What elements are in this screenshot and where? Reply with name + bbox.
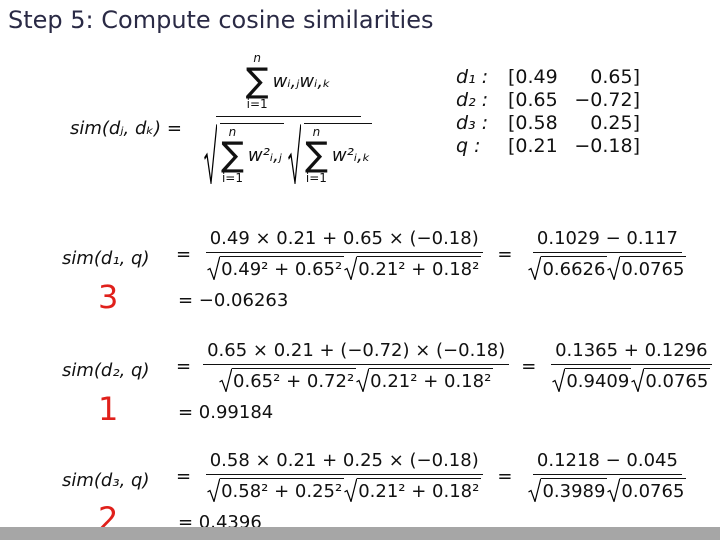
sum-lower: i=1 [246,97,268,111]
sum-upper: n [228,125,237,139]
equals: = [497,465,513,487]
radicand: 0.0765 [644,368,711,392]
sum: n ∑ i=1 [246,52,269,110]
numerator-term: wᵢ,ⱼwᵢ,ₖ [272,70,331,92]
vector-value: [0.49 [508,66,558,88]
radicand: 0.0765 [620,256,687,280]
vector-value: [0.21 [508,135,558,157]
vector-value: [0.65 [508,89,558,111]
vector-label: q : [456,135,481,157]
radical: 0.21² + 0.18² [356,368,494,392]
general-numerator: n ∑ i=1 wᵢ,ⱼwᵢ,ₖ [215,52,361,117]
similarity-lhs: sim(d₃, q) [62,470,150,491]
general-fraction: n ∑ i=1 wᵢ,ⱼwᵢ,ₖ n ∑ i=1 w²ᵢ,ⱼ n ∑ i=1 w²ᵢ,ₖ [200,52,376,184]
radicand: 0.21² + 0.18² [357,478,482,502]
vector-value: [0.58 [508,112,558,134]
denominator: 0.49² + 0.65² 0.21² + 0.18² [203,253,485,280]
result: = −0.06263 [178,290,289,311]
calculation: = 0.58 × 0.21 + 0.25 × (−0.18) 0.58² + 0.2… [176,450,690,502]
fraction: 0.49 × 0.21 + 0.65 × (−0.18) 0.49² + 0.65… [203,228,485,280]
fraction: 0.1218 − 0.045 0.3989 0.0765 [524,450,690,502]
result: = 0.99184 [178,402,274,423]
vector-table: d₁ : [0.49 0.65] d₂ : [0.65 −0.72] d₃ : [0.58 0.… [456,66,640,157]
radicand: 0.21² + 0.18² [357,256,482,280]
sum-lower: i=1 [221,171,243,185]
denominator: 0.65² + 0.72² 0.21² + 0.18² [215,365,497,392]
radical: 0.0765 [607,478,687,502]
calculation: = 0.65 × 0.21 + (−0.72) × (−0.18) 0.65² + … [176,340,714,392]
radicand: 0.65² + 0.72² [232,368,357,392]
radical: 0.0765 [631,368,711,392]
rank: 3 [98,278,119,316]
radical: 0.49² + 0.65² [207,256,345,280]
numerator: 0.1365 + 0.1296 [551,340,712,365]
calculation: = 0.49 × 0.21 + 0.65 × (−0.18) 0.49² + 0.6… [176,228,690,280]
equals: = [176,355,192,377]
similarity-lhs: sim(d₁, q) [62,248,150,269]
sum-lower: i=1 [305,171,327,185]
fraction: 0.1029 − 0.117 0.6626 0.0765 [524,228,690,280]
radicand: 0.49² + 0.65² [220,256,345,280]
equals: = [176,465,192,487]
radical: 0.21² + 0.18² [344,256,482,280]
radicand: 0.3989 [541,478,608,502]
fraction: 0.1365 + 0.1296 0.9409 0.0765 [548,340,714,392]
numerator: 0.65 × 0.21 + (−0.72) × (−0.18) [203,340,510,365]
numerator: 0.1029 − 0.117 [532,228,682,253]
equals: = [521,355,537,377]
numerator: 0.58 × 0.21 + 0.25 × (−0.18) [205,450,483,475]
equals: = [166,118,182,139]
radical: 0.6626 [528,256,608,280]
radical: n ∑ i=1 w²ᵢ,ⱼ [204,123,284,184]
numerator: 0.49 × 0.21 + 0.65 × (−0.18) [205,228,483,253]
vector-value: −0.72] [574,89,640,111]
radicand: 0.0765 [620,478,687,502]
sum-upper: n [312,125,321,139]
vector-label: d₁ : [456,66,489,88]
radical: 0.3989 [528,478,608,502]
similarity-lhs: sim(d₂, q) [62,360,150,381]
footer-bar [0,527,720,540]
fraction: 0.58 × 0.21 + 0.25 × (−0.18) 0.58² + 0.25… [203,450,485,502]
rank: 1 [98,390,119,428]
radicand: 0.58² + 0.25² [220,478,345,502]
radical: 0.21² + 0.18² [344,478,482,502]
vector-label: d₃ : [456,112,489,134]
radical: 0.65² + 0.72² [219,368,357,392]
radical: 0.58² + 0.25² [207,478,345,502]
denominator: 0.6626 0.0765 [524,253,690,280]
sum-sign: ∑ [221,135,244,175]
general-denominator: n ∑ i=1 w²ᵢ,ⱼ n ∑ i=1 w²ᵢ,ₖ [200,117,376,184]
sum-sign: ∑ [245,61,269,101]
radical: 0.0765 [607,256,687,280]
denominator: 0.58² + 0.25² 0.21² + 0.18² [203,475,485,502]
vector-value: −0.18] [574,135,640,157]
radicand: 0.9409 [565,368,632,392]
general-lhs-text: sim(dⱼ, dₖ) [70,118,162,139]
radical: n ∑ i=1 w²ᵢ,ₖ [287,123,373,185]
radicand: 0.21² + 0.18² [369,368,494,392]
vector-value: 0.25] [590,112,640,134]
radicand: 0.6626 [541,256,608,280]
equals: = [176,243,192,265]
denominator-term: w²ᵢ,ₖ [331,144,371,166]
denominator: 0.3989 0.0765 [524,475,690,502]
vector-value: 0.65] [590,66,640,88]
denominator-term: w²ᵢ,ⱼ [247,144,282,166]
equals: = [497,243,513,265]
denominator: 0.9409 0.0765 [548,365,714,392]
slide-title: Step 5: Compute cosine similarities [8,6,434,34]
numerator: 0.1218 − 0.045 [532,450,682,475]
general-lhs: sim(dⱼ, dₖ) = [70,118,182,139]
vector-label: d₂ : [456,89,489,111]
radical: 0.9409 [552,368,632,392]
sum-upper: n [253,51,261,65]
sum-sign: ∑ [304,135,328,175]
fraction: 0.65 × 0.21 + (−0.72) × (−0.18) 0.65² + 0… [203,340,510,392]
